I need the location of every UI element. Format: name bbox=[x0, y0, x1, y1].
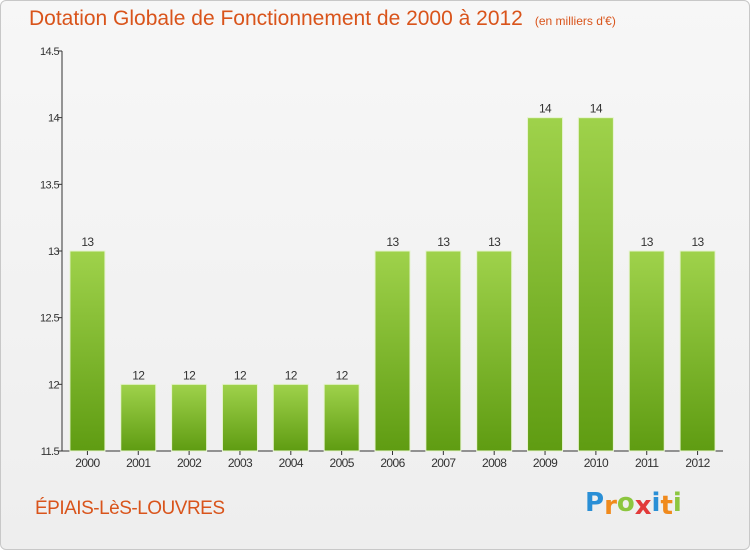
brand-letter: o bbox=[616, 488, 635, 518]
x-tick-label: 2004 bbox=[279, 456, 304, 470]
brand-letter: x bbox=[634, 491, 652, 521]
brand-letter: i bbox=[672, 488, 682, 518]
bar-value-label: 13 bbox=[488, 235, 501, 249]
bar bbox=[272, 383, 309, 452]
bar bbox=[221, 383, 258, 452]
bar bbox=[628, 250, 665, 452]
bar-value-label: 13 bbox=[691, 235, 704, 249]
bar-value-label: 12 bbox=[183, 368, 196, 382]
brand-letter: P bbox=[585, 488, 605, 518]
bar bbox=[527, 117, 564, 452]
x-tick-label: 2000 bbox=[75, 456, 100, 470]
x-tick-label: 2006 bbox=[380, 456, 405, 470]
bar bbox=[171, 383, 208, 452]
bar bbox=[374, 250, 411, 452]
x-tick-label: 2007 bbox=[431, 456, 456, 470]
y-tick-label: 14 bbox=[48, 113, 60, 125]
x-tick-label: 2005 bbox=[330, 456, 355, 470]
bar-value-label: 13 bbox=[437, 235, 450, 249]
brand-letter: i bbox=[651, 488, 661, 518]
brand-letter: r bbox=[604, 491, 617, 521]
brand-letter: t bbox=[660, 491, 673, 521]
bar bbox=[577, 117, 614, 452]
y-tick-label: 12 bbox=[48, 379, 60, 391]
x-tick-label: 2010 bbox=[584, 456, 609, 470]
chart-subtitle: (en milliers d'€) bbox=[534, 14, 616, 28]
y-tick-label: 13.5 bbox=[40, 179, 59, 191]
x-tick-label: 2001 bbox=[126, 456, 151, 470]
city-name: ÉPIAIS-LèS-LOUVRES bbox=[35, 498, 225, 519]
bar bbox=[69, 250, 106, 452]
x-tick-label: 2008 bbox=[482, 456, 507, 470]
bar-value-label: 13 bbox=[386, 235, 399, 249]
bar-value-label: 13 bbox=[81, 235, 94, 249]
bar-value-label: 12 bbox=[234, 368, 247, 382]
x-tick-label: 2011 bbox=[635, 456, 659, 470]
bar-value-label: 12 bbox=[285, 368, 298, 382]
y-tick-label: 13 bbox=[48, 246, 60, 258]
y-tick-label: 12.5 bbox=[40, 313, 59, 325]
brand-logo: Proxiti bbox=[585, 488, 682, 521]
bar-value-label: 13 bbox=[641, 235, 654, 249]
bar bbox=[323, 383, 360, 452]
bar-value-label: 12 bbox=[336, 368, 349, 382]
y-tick-label: 14.5 bbox=[40, 46, 59, 58]
bar bbox=[476, 250, 513, 452]
x-tick-label: 2003 bbox=[228, 456, 253, 470]
bar-value-label: 14 bbox=[590, 102, 603, 116]
y-tick-label: 11.5 bbox=[41, 446, 60, 458]
bar bbox=[425, 250, 462, 452]
x-tick-label: 2002 bbox=[177, 456, 202, 470]
x-tick-label: 2012 bbox=[685, 456, 710, 470]
chart-title-line: Dotation Globale de Fonctionnement de 20… bbox=[29, 7, 616, 31]
chart-title: Dotation Globale de Fonctionnement de 20… bbox=[29, 7, 523, 30]
bar bbox=[679, 250, 716, 452]
x-tick-label: 2009 bbox=[533, 456, 558, 470]
bar bbox=[120, 383, 157, 452]
bar-value-label: 12 bbox=[132, 368, 145, 382]
bar-value-label: 14 bbox=[539, 102, 552, 116]
